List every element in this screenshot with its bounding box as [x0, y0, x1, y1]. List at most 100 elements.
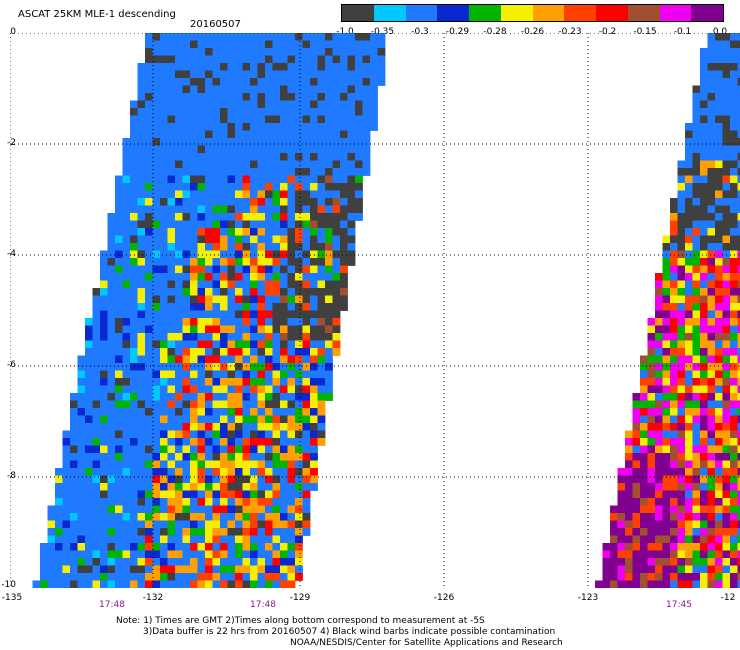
swath-cell — [70, 543, 78, 551]
swath-cell — [700, 550, 708, 559]
swath-cell — [700, 138, 708, 146]
swath-cell — [715, 565, 723, 574]
swath-cell — [205, 160, 213, 169]
swath-cell — [212, 130, 221, 139]
swath-cell — [130, 205, 138, 214]
swath-cell — [715, 100, 723, 109]
swath-cell — [182, 190, 191, 199]
swath-cell — [310, 393, 318, 401]
swath-cell — [715, 168, 723, 176]
swath-cell — [737, 498, 740, 506]
swath-cell — [220, 160, 228, 169]
swath-cell — [212, 235, 221, 244]
swath-cell — [137, 288, 146, 296]
swath-cell — [730, 423, 738, 431]
swath-cell — [70, 498, 78, 506]
swath-cell — [250, 138, 258, 146]
swath-cell — [145, 408, 153, 416]
swath-cell — [310, 340, 318, 349]
swath-cell — [250, 543, 258, 551]
swath-cell — [332, 123, 341, 131]
color-scale-bar — [341, 4, 724, 22]
swath-cell — [145, 220, 153, 229]
swath-cell — [250, 460, 258, 469]
swath-cell — [685, 190, 693, 199]
swath-cell — [205, 145, 213, 154]
swath-cell — [707, 325, 716, 334]
swath-cell — [272, 115, 281, 124]
swath-cell — [220, 445, 228, 454]
swath-cell — [662, 363, 671, 371]
swath-cell — [145, 468, 153, 476]
swath-cell — [317, 280, 326, 289]
swath-cell — [647, 340, 656, 349]
swath-cell — [280, 40, 288, 49]
swath-cell — [617, 498, 626, 506]
swath-cell — [175, 295, 183, 304]
swath-cell — [685, 363, 693, 371]
swath-cell — [700, 198, 708, 206]
swath-cell — [257, 205, 266, 214]
swath-cell — [647, 475, 656, 484]
swath-cell — [685, 138, 693, 146]
swath-cell — [115, 355, 123, 364]
swath-cell — [100, 513, 108, 521]
swath-cell — [190, 303, 198, 311]
swath-cell — [257, 333, 266, 341]
swath-cell — [700, 580, 708, 588]
swath-cell — [272, 55, 281, 64]
swath-cell — [295, 265, 303, 274]
swath-cell — [280, 235, 288, 244]
swath-cell — [707, 475, 716, 484]
swath-cell — [175, 153, 183, 161]
swath-cell — [227, 415, 236, 424]
swath-cell — [287, 198, 296, 206]
swath-cell — [190, 573, 198, 581]
swath-cell — [610, 543, 618, 551]
swath-cell — [137, 483, 146, 491]
swath-cell — [167, 55, 176, 64]
swath-cell — [737, 475, 740, 484]
swath-cell — [730, 430, 738, 439]
swath-cell — [670, 288, 678, 296]
swath-cell — [122, 565, 131, 574]
swath-cell — [265, 528, 273, 536]
swath-cell — [130, 153, 138, 161]
swath-cell — [265, 40, 273, 49]
swath-cell — [685, 543, 693, 551]
swath-cell — [332, 348, 341, 356]
swath-cell — [715, 235, 723, 244]
swath-cell — [220, 220, 228, 229]
swath-cell — [737, 318, 740, 326]
swath-cell — [302, 160, 311, 169]
swath-cell — [700, 513, 708, 521]
swath-cell — [610, 550, 618, 559]
swath-cell — [670, 408, 678, 416]
swath-cell — [197, 108, 206, 116]
swath-cell — [640, 475, 648, 484]
swath-cell — [325, 348, 333, 356]
swath-cell — [175, 498, 183, 506]
swath-cell — [310, 190, 318, 199]
swath-cell — [242, 100, 251, 109]
swath-cell — [632, 535, 641, 544]
swath-cell — [167, 168, 176, 176]
swath-cell — [205, 355, 213, 364]
swath-cell — [242, 468, 251, 476]
swath-cell — [137, 93, 146, 101]
swath-cell — [340, 250, 348, 259]
swath-cell — [242, 130, 251, 139]
swath-cell — [145, 498, 153, 506]
swath-cell — [257, 543, 266, 551]
swath-cell — [265, 168, 273, 176]
swath-cell — [107, 265, 116, 274]
swath-cell — [677, 243, 686, 251]
swath-cell — [685, 385, 693, 394]
swath-cell — [280, 565, 288, 574]
swath-cell — [152, 153, 161, 161]
swath-cell — [100, 468, 108, 476]
swath-cell — [685, 393, 693, 401]
swath-cell — [130, 115, 138, 124]
swath-cell — [257, 93, 266, 101]
swath-cell — [272, 348, 281, 356]
